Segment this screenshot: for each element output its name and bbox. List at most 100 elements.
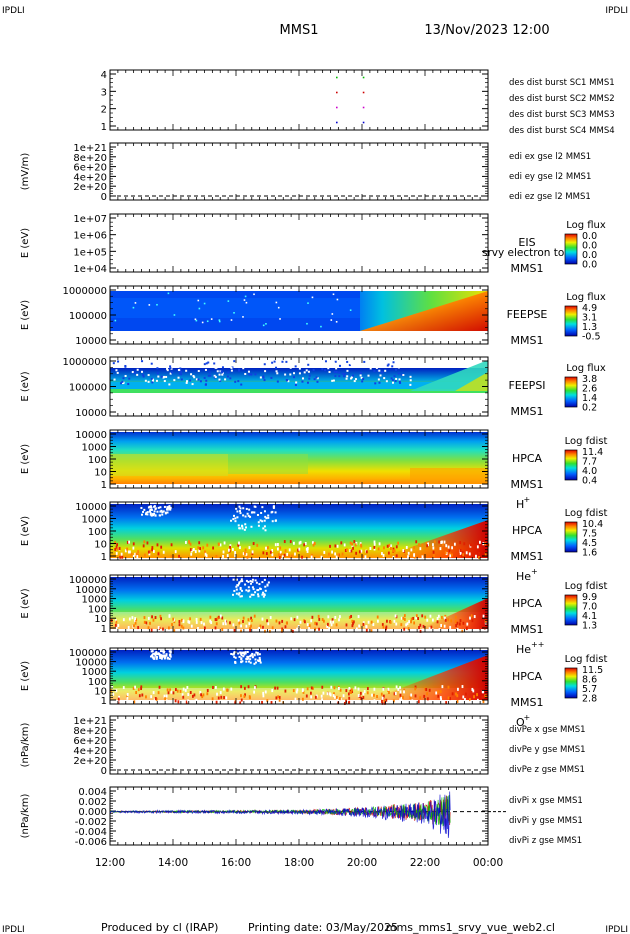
colorbar-value: 8.6 [582,675,597,686]
y-axis-label: (nPa/km) [20,723,31,768]
legend-entry: edi ey gse l2 MMS1 [509,172,591,182]
y-tick-label: 10000 [75,336,107,347]
colorbar-title: Log fdist [565,654,608,665]
colorbar-value: 0.0 [582,241,597,252]
y-tick-label: 0 [101,766,107,777]
y-tick-label: 2e+20 [73,182,107,193]
instrument-label: EIS [518,236,535,249]
time-tick-label: 12:00 [95,857,125,869]
legend-entry: des dist burst SC4 MMS4 [509,126,615,136]
y-tick-label: 0.002 [78,797,107,808]
y-tick-label: 0 [101,192,107,203]
colorbar-value: 4.5 [582,538,597,549]
colorbar-title: Log fdist [565,581,608,592]
colorbar-value: 1.3 [582,322,597,333]
instrument-label: HPCA [512,670,543,683]
legend-entry: divPi x gse MMS1 [509,796,583,806]
colorbar-value: 4.9 [582,303,597,314]
footer-produced-by: Produced by cl (IRAP) [101,921,218,934]
y-tick-label: 1000 [82,667,107,678]
y-axis-label: E (eV) [20,661,31,691]
y-tick-label: 1 [101,480,107,491]
burst-point [362,121,365,124]
y-tick-label: -0.002 [75,817,107,828]
y-tick-label: 1000000 [62,286,107,297]
instrument-sub-label: MMS1 [511,550,544,563]
y-tick-label: 1e+07 [73,214,107,225]
footer-script-name: mms_mms1_srvy_vue_web2.cl [386,921,555,934]
y-tick-label: 1e+05 [73,247,107,258]
y-tick-label: 1000 [82,515,107,526]
colorbar-value: 2.6 [582,384,597,395]
instrument-label: FEEPSI [508,379,545,392]
y-tick-label: 6e+20 [73,163,107,174]
y-tick-label: 100000 [69,648,107,659]
colorbar-value: 0.0 [582,231,597,242]
instrument-sub-label: MMS1 [511,623,544,636]
legend-entry: divPe y gse MMS1 [509,745,586,755]
legend-entry: divPe x gse MMS1 [509,725,586,735]
panel-frame [109,715,489,775]
datetime-title: 13/Nov/2023 12:00 [424,23,549,38]
y-tick-label: 10 [94,686,107,697]
instrument-label: HPCA [512,597,543,610]
corner-label-bottom-right: IPDLI [605,925,628,934]
legend-entry: edi ez gse l2 MMS1 [509,192,591,202]
y-tick-label: 1e+06 [73,231,107,242]
colorbar-value: 4.0 [582,466,597,477]
footer-printing-date: Printing date: 03/May/2025 [248,921,398,934]
instrument-label: FEEPSE [507,308,548,321]
time-tick-label: 16:00 [221,857,251,869]
panel-feepsi: 1000000 100000 10000 E (eV) FEEPSI MMS1 Log fl… [20,356,606,419]
corner-label-bottom-left: IPDLI [2,925,25,934]
corner-label-top-left: IPDLI [2,6,25,16]
colorbar-value: 0.0 [582,260,597,271]
colorbar-value: 9.9 [582,592,597,603]
burst-point [362,106,365,109]
colorbar-value: 11.5 [582,665,603,676]
colorbar-value: 7.5 [582,529,597,540]
y-tick-label: 10 [94,540,107,551]
colorbar-value: 1.4 [582,393,597,404]
y-tick-label: 100 [88,527,107,538]
y-tick-label: 0.004 [78,787,107,798]
colorbar-title: Log fdist [565,508,608,519]
colorbar-title: Log flux [566,363,606,374]
y-tick-label: 10000 [75,502,107,513]
y-tick-label: -0.006 [75,837,107,848]
burst-point [362,91,365,94]
burst-point [362,76,365,79]
colorbar-value: 0.2 [582,403,597,414]
time-tick-label: 14:00 [158,857,188,869]
y-tick-label: 2 [101,105,107,116]
time-tick-label: 22:00 [410,857,440,869]
y-tick-label: 4e+20 [73,172,107,183]
colorbar [564,233,578,265]
colorbar-value: 7.0 [582,602,597,613]
species-charge-label: + [524,713,531,722]
instrument-label: HPCA [512,524,543,537]
colorbar [564,449,578,481]
y-tick-label: 1 [101,624,107,635]
colorbar [564,305,578,337]
burst-point [336,121,338,124]
y-tick-label: -0.004 [75,827,107,838]
y-axis-label: E (eV) [20,444,31,474]
legend-entry: des dist burst SC2 MMS2 [509,94,615,104]
instrument-sub-label: MMS1 [511,478,544,491]
y-axis-label: E (eV) [20,228,31,258]
legend-entry: des dist burst SC3 MMS3 [509,110,615,120]
burst-point [336,76,338,79]
instrument-sub-label: MMS1 [511,262,544,275]
colorbar-value: 0.4 [582,476,597,487]
legend-entry: divPe z gse MMS1 [509,765,585,775]
colorbar-value: 4.1 [582,611,597,622]
colorbar-value: 3.8 [582,374,597,385]
y-tick-label: 10000 [75,585,107,596]
colorbar-value: -0.5 [582,332,601,343]
species-charge-label: + [524,495,531,504]
colorbar [564,376,578,408]
